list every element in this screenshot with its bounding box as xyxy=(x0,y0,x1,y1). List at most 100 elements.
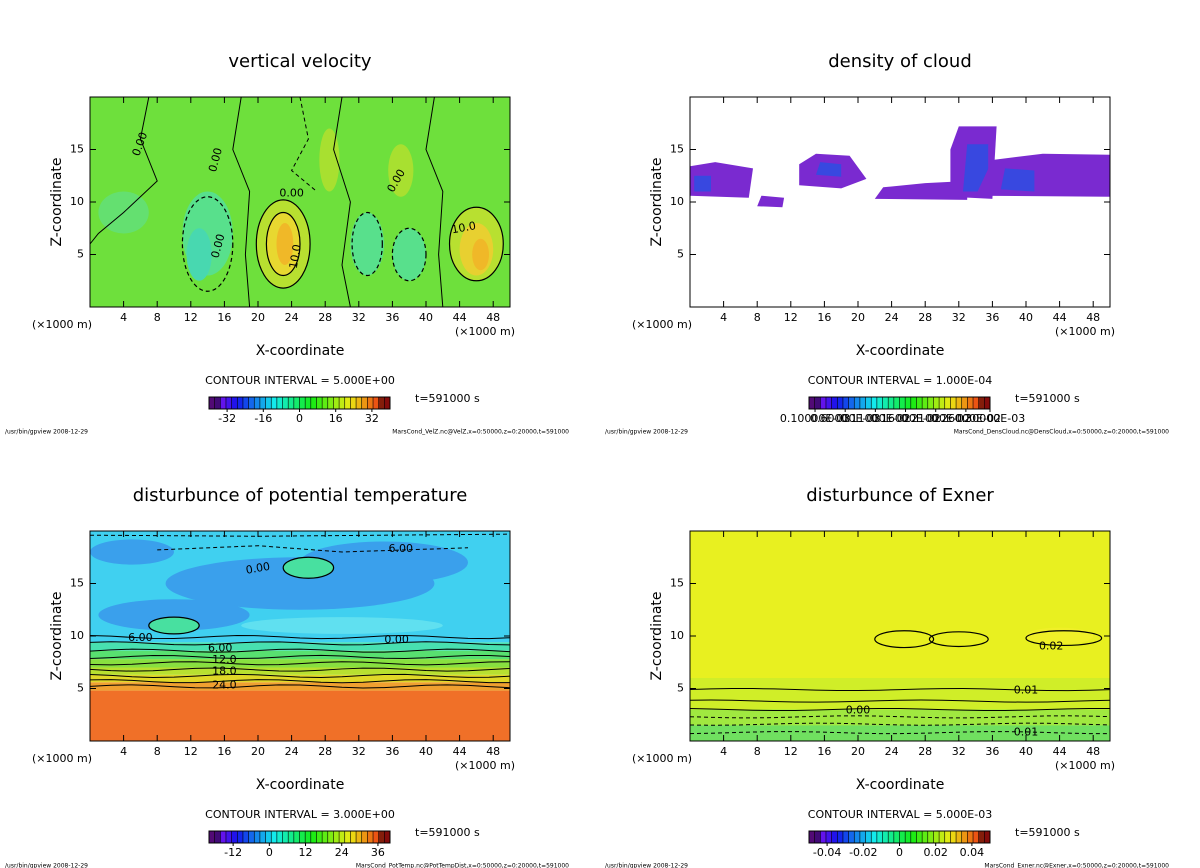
colorbar-cell xyxy=(820,397,827,409)
colorbar-tick-label: 0.11000E-02 xyxy=(840,412,910,425)
colorbar-cell xyxy=(299,397,306,409)
colorbar-cell xyxy=(814,397,821,409)
contour-line xyxy=(448,206,504,282)
x-unit: (×1000 m) xyxy=(1055,759,1115,772)
field-band xyxy=(690,678,1110,710)
y-axis-label: Z-coordinate xyxy=(49,591,65,680)
colorbar-cell xyxy=(254,397,261,409)
colorbar-cell xyxy=(837,831,844,843)
contour-line xyxy=(90,641,510,646)
x-tick-label: 24 xyxy=(885,745,899,758)
x-tick-label: 20 xyxy=(251,745,265,758)
contour-line xyxy=(90,673,510,678)
colorbar-cell xyxy=(939,397,946,409)
x-tick-label: 28 xyxy=(918,311,932,324)
x-tick-label: 16 xyxy=(217,745,231,758)
colorbar-cell xyxy=(809,397,816,409)
contour-line xyxy=(928,631,989,648)
x-tick-label: 20 xyxy=(851,311,865,324)
colorbar-cell xyxy=(865,831,872,843)
colorbar-cell xyxy=(310,397,317,409)
x-tick-label: 40 xyxy=(419,311,433,324)
chart-title: disturbunce of Exner xyxy=(806,485,994,506)
contour-label: 0.00 xyxy=(206,146,225,173)
chart-title: disturbunce of potential temperature xyxy=(133,485,468,506)
contour-line xyxy=(90,661,510,666)
colorbar-cell xyxy=(916,397,923,409)
field-blob xyxy=(472,238,489,271)
colorbar-cell xyxy=(922,831,929,843)
x-tick-label: 48 xyxy=(486,311,500,324)
colorbar-cell xyxy=(922,397,929,409)
x-tick-label: 44 xyxy=(453,745,467,758)
colorbar-cell xyxy=(956,397,963,409)
colorbar-cell xyxy=(848,397,855,409)
x-tick-label: 4 xyxy=(720,311,727,324)
y-tick-label: 15 xyxy=(670,143,684,156)
colorbar-cell xyxy=(265,831,272,843)
colorbar-cell xyxy=(854,831,861,843)
x-tick-label: 20 xyxy=(851,745,865,758)
colorbar-cell xyxy=(339,831,346,843)
contour-label: 0.01 xyxy=(1014,726,1039,739)
x-tick-label: 48 xyxy=(1086,311,1100,324)
colorbar-cell xyxy=(288,831,295,843)
colorbar-cell xyxy=(344,397,351,409)
colorbar-cell xyxy=(282,831,289,843)
footer-right: MarsCond_VelZ.nc@VelZ,x=0:50000,z=0:2000… xyxy=(392,429,569,436)
colorbar-cell xyxy=(967,397,974,409)
field-blob xyxy=(90,539,174,565)
colorbar-cell xyxy=(876,831,884,843)
colorbar-cell xyxy=(220,831,227,843)
colorbar-frame xyxy=(808,396,991,410)
contour-line xyxy=(90,684,510,689)
y-tick-label: 15 xyxy=(670,577,684,590)
x-tick-label: 44 xyxy=(1053,311,1067,324)
contour-label: 0.01 xyxy=(1014,684,1039,697)
x-tick-label: 4 xyxy=(720,745,727,758)
contour-line xyxy=(1025,630,1103,647)
x-unit: (×1000 m) xyxy=(32,318,92,331)
colorbar-cell xyxy=(899,397,906,409)
contour-label: 0.00 xyxy=(384,633,409,646)
x-unit: (×1000 m) xyxy=(1055,325,1115,338)
colorbar-cell xyxy=(837,397,844,409)
footer-left: /usr/bin/gpview 2008-12-29 xyxy=(5,863,88,868)
contour-interval: CONTOUR INTERVAL = 1.000E-04 xyxy=(808,374,992,387)
contour-label: 10.0 xyxy=(287,243,304,269)
colorbar-cell xyxy=(888,831,895,843)
colorbar-tick-label: 0.16000E-02 xyxy=(870,412,940,425)
colorbar-cell xyxy=(265,397,272,409)
contour-label: 6.00 xyxy=(389,542,414,555)
colorbar-cell xyxy=(231,397,238,409)
colorbar-cell xyxy=(384,397,391,409)
colorbar-cell xyxy=(373,831,380,843)
x-tick-label: 24 xyxy=(285,311,299,324)
colorbar-cell xyxy=(950,397,957,409)
x-tick-label: 32 xyxy=(952,745,966,758)
y-tick-label: 5 xyxy=(677,682,684,695)
colorbar-cell xyxy=(905,397,912,409)
contour-line xyxy=(90,97,158,245)
colorbar-tick-label: 0.60000E-03 xyxy=(810,412,880,425)
contour-line xyxy=(690,699,1110,703)
contour-interval: CONTOUR INTERVAL = 5.000E+00 xyxy=(205,374,395,387)
colorbar-cell xyxy=(905,831,912,843)
y-tick-label: 10 xyxy=(670,195,684,208)
colorbar-cell xyxy=(299,831,306,843)
x-tick-label: 32 xyxy=(352,745,366,758)
y-tick-label: 5 xyxy=(677,248,684,261)
contour-line xyxy=(351,211,383,277)
footer-right: MarsCond_PotTemp.nc@PotTempDist,x=0:5000… xyxy=(356,863,569,868)
colorbar-cell xyxy=(984,831,991,843)
colorbar-cell xyxy=(854,397,861,409)
x-tick-label: 8 xyxy=(154,311,161,324)
colorbar-cell xyxy=(333,397,340,409)
colorbar-cell xyxy=(333,831,340,843)
field-band xyxy=(90,690,510,741)
colorbar-cell xyxy=(882,397,889,409)
colorbar-cell xyxy=(859,397,867,409)
x-tick-label: 4 xyxy=(120,745,127,758)
time-label: t=591000 s xyxy=(415,826,480,839)
